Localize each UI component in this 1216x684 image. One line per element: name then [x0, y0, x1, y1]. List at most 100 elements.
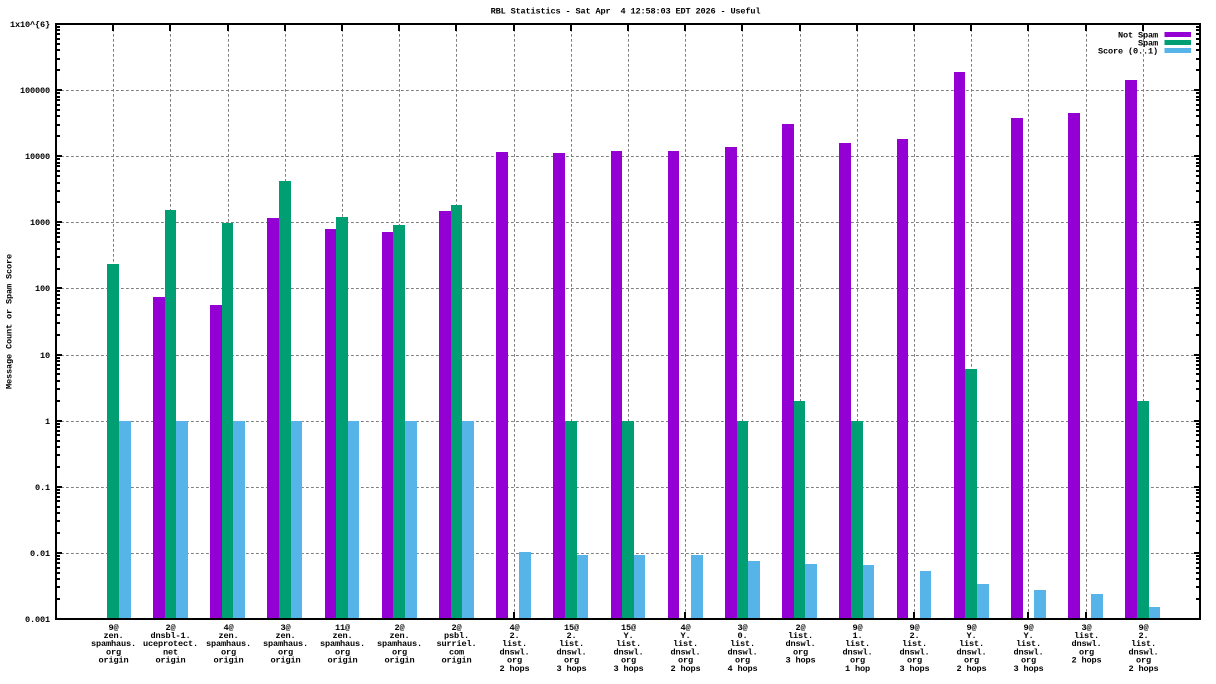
svg-text:spamhaus.: spamhaus.: [320, 639, 365, 649]
svg-text:list.: list.: [845, 639, 870, 649]
svg-text:list.: list.: [902, 639, 927, 649]
svg-text:list.: list.: [559, 639, 584, 649]
svg-text:origin: origin: [328, 656, 358, 666]
svg-text:org: org: [106, 647, 121, 657]
svg-text:zen.: zen.: [390, 631, 410, 641]
svg-text:1.: 1.: [853, 631, 863, 641]
svg-text:dnswl.: dnswl.: [557, 647, 587, 657]
svg-text:dnswl.: dnswl.: [671, 647, 701, 657]
svg-text:com: com: [449, 647, 464, 657]
svg-text:2 hops: 2 hops: [671, 664, 701, 674]
svg-text:org: org: [278, 647, 293, 657]
svg-text:15@: 15@: [564, 623, 579, 633]
svg-text:org: org: [621, 656, 636, 666]
svg-text:org: org: [335, 647, 350, 657]
svg-text:1000: 1000: [30, 218, 50, 228]
svg-text:list.: list.: [959, 639, 984, 649]
svg-text:2.: 2.: [1139, 631, 1149, 641]
svg-text:org: org: [1136, 656, 1151, 666]
svg-text:dnswl.: dnswl.: [1014, 647, 1044, 657]
svg-text:list.: list.: [788, 631, 813, 641]
svg-text:dnswl.: dnswl.: [957, 647, 987, 657]
svg-text:list.: list.: [616, 639, 641, 649]
svg-text:list.: list.: [730, 639, 755, 649]
svg-text:dnswl.: dnswl.: [843, 647, 873, 657]
svg-text:dnswl.: dnswl.: [900, 647, 930, 657]
svg-text:3 hops: 3 hops: [614, 664, 644, 674]
svg-text:list.: list.: [1016, 639, 1041, 649]
svg-text:2.: 2.: [510, 631, 520, 641]
svg-text:spamhaus.: spamhaus.: [91, 639, 136, 649]
svg-text:2@: 2@: [395, 623, 405, 633]
svg-text:2@: 2@: [166, 623, 176, 633]
svg-text:2 hops: 2 hops: [1072, 656, 1102, 666]
svg-text:3 hops: 3 hops: [1014, 664, 1044, 674]
svg-text:net: net: [163, 647, 178, 657]
svg-text:Not Spam: Not Spam: [1118, 31, 1158, 41]
svg-text:Message Count or Spam Score: Message Count or Spam Score: [5, 254, 15, 389]
svg-text:spamhaus.: spamhaus.: [377, 639, 422, 649]
svg-text:3 hops: 3 hops: [557, 664, 587, 674]
svg-text:RBL Statistics - Sat Apr 4 12: RBL Statistics - Sat Apr 4 12:58:03 EDT …: [491, 7, 761, 17]
svg-text:9@: 9@: [1024, 623, 1034, 633]
svg-text:origin: origin: [385, 656, 415, 666]
svg-text:zen.: zen.: [219, 631, 239, 641]
svg-text:org: org: [735, 656, 750, 666]
svg-text:4 hops: 4 hops: [728, 664, 758, 674]
svg-text:2 hops: 2 hops: [1129, 664, 1159, 674]
svg-text:4@: 4@: [510, 623, 520, 633]
svg-text:org: org: [564, 656, 579, 666]
svg-text:0.: 0.: [738, 631, 748, 641]
svg-text:2.: 2.: [567, 631, 577, 641]
svg-text:origin: origin: [214, 656, 244, 666]
svg-text:Y.: Y.: [967, 631, 977, 641]
svg-text:dnswl.: dnswl.: [728, 647, 758, 657]
svg-text:org: org: [850, 656, 865, 666]
svg-text:org: org: [907, 656, 922, 666]
svg-text:spamhaus.: spamhaus.: [206, 639, 251, 649]
svg-text:zen.: zen.: [276, 631, 296, 641]
svg-text:list.: list.: [1074, 631, 1099, 641]
svg-text:1 hop: 1 hop: [845, 664, 870, 674]
svg-text:2@: 2@: [452, 623, 462, 633]
svg-text:9@: 9@: [910, 623, 920, 633]
svg-text:9@: 9@: [853, 623, 863, 633]
svg-text:list.: list.: [1131, 639, 1156, 649]
svg-text:3@: 3@: [281, 623, 291, 633]
svg-text:2.: 2.: [910, 631, 920, 641]
svg-text:100: 100: [35, 284, 50, 294]
svg-text:org: org: [1079, 647, 1094, 657]
svg-text:org: org: [678, 656, 693, 666]
svg-text:origin: origin: [271, 656, 301, 666]
svg-text:zen.: zen.: [104, 631, 124, 641]
svg-text:9@: 9@: [1139, 623, 1149, 633]
svg-text:org: org: [793, 647, 808, 657]
svg-text:3 hops: 3 hops: [786, 656, 816, 666]
svg-text:3@: 3@: [1082, 623, 1092, 633]
svg-text:11@: 11@: [335, 623, 350, 633]
svg-text:origin: origin: [442, 656, 472, 666]
svg-text:spamhaus.: spamhaus.: [263, 639, 308, 649]
svg-text:2 hops: 2 hops: [500, 664, 530, 674]
svg-text:org: org: [507, 656, 522, 666]
svg-text:surriel.: surriel.: [437, 639, 477, 649]
svg-text:2@: 2@: [796, 623, 806, 633]
svg-text:origin: origin: [156, 656, 186, 666]
svg-text:Y.: Y.: [681, 631, 691, 641]
svg-text:15@: 15@: [621, 623, 636, 633]
svg-text:2 hops: 2 hops: [957, 664, 987, 674]
svg-text:0.1: 0.1: [35, 483, 50, 493]
svg-text:0.01: 0.01: [30, 549, 50, 559]
svg-text:4@: 4@: [224, 623, 234, 633]
svg-text:Spam: Spam: [1138, 39, 1158, 49]
svg-text:100000: 100000: [20, 86, 50, 96]
svg-text:dnsbl-1.: dnsbl-1.: [151, 631, 191, 641]
svg-text:dnswl.: dnswl.: [500, 647, 530, 657]
svg-text:9@: 9@: [967, 623, 977, 633]
svg-text:Y.: Y.: [624, 631, 634, 641]
svg-text:1: 1: [45, 417, 50, 427]
svg-text:dnswl.: dnswl.: [786, 639, 816, 649]
svg-text:dnswl.: dnswl.: [614, 647, 644, 657]
svg-text:dnswl.: dnswl.: [1129, 647, 1159, 657]
svg-text:origin: origin: [99, 656, 129, 666]
